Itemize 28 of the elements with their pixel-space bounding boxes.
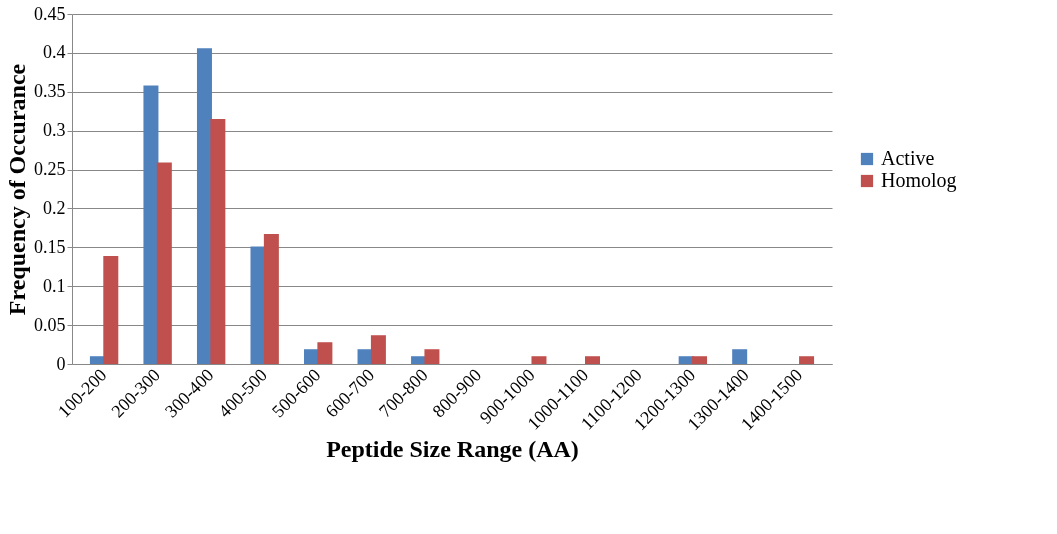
y-tick-label: 0.45 bbox=[34, 3, 66, 24]
y-tick-label: 0.25 bbox=[34, 159, 66, 180]
y-tick-label: 0.1 bbox=[43, 275, 66, 296]
y-tick-label: 0.35 bbox=[34, 81, 66, 102]
bar bbox=[531, 356, 547, 364]
y-tick-label: 0.4 bbox=[43, 42, 66, 63]
bar bbox=[584, 356, 600, 364]
bar bbox=[263, 234, 279, 364]
bar bbox=[732, 349, 748, 364]
y-tick-label: 0.15 bbox=[34, 236, 66, 257]
y-axis-title: Frequency of Occurance bbox=[4, 63, 30, 316]
bar bbox=[103, 255, 119, 364]
legend-label: Active bbox=[881, 147, 935, 169]
y-tick-label: 0.05 bbox=[34, 314, 66, 335]
bar bbox=[317, 342, 333, 364]
x-axis-title: Peptide Size Range (AA) bbox=[326, 436, 579, 463]
bar bbox=[143, 85, 159, 364]
y-tick-label: 0.3 bbox=[43, 120, 66, 141]
y-tick-label: 0.2 bbox=[43, 197, 66, 218]
bar bbox=[370, 335, 386, 364]
bar bbox=[424, 349, 440, 364]
bar bbox=[250, 246, 266, 364]
bar bbox=[156, 162, 172, 364]
bar bbox=[692, 356, 708, 364]
y-tick-label: 0 bbox=[56, 353, 66, 374]
bar bbox=[210, 119, 226, 364]
bar bbox=[799, 356, 815, 364]
legend-label: Homolog bbox=[881, 169, 957, 192]
